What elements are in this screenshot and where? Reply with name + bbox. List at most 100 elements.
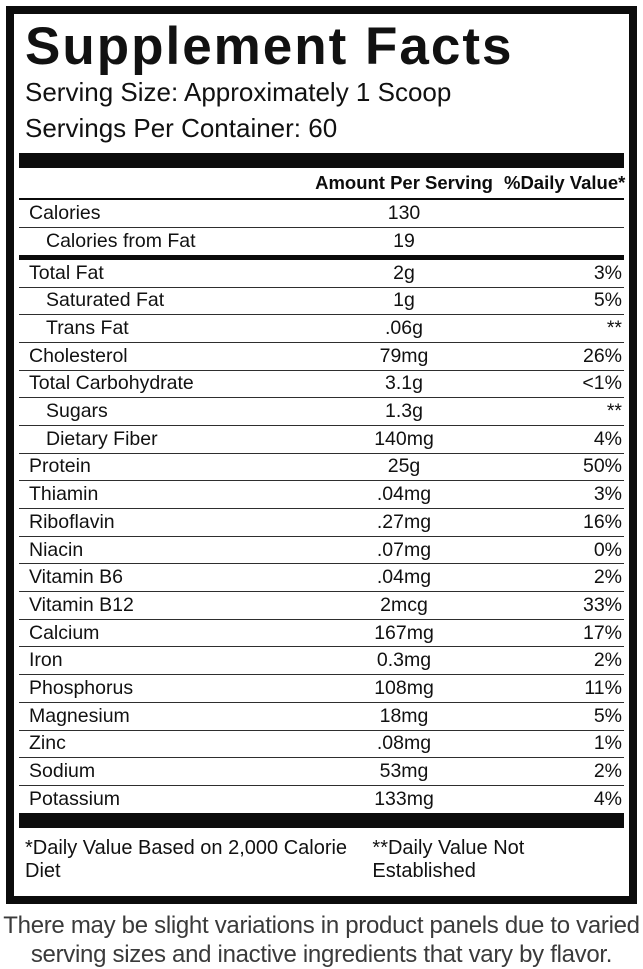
nutrient-label: Total Carbohydrate xyxy=(29,372,194,395)
table-row: Total Fat 2g 3% xyxy=(19,260,624,288)
daily-value: 11% xyxy=(584,676,622,699)
serving-size-text: Serving Size: Approximately 1 Scoop xyxy=(25,77,452,107)
disclaimer-line-1: There may be slight variations in produc… xyxy=(3,911,640,939)
table-row: Calories from Fat 19 xyxy=(19,228,624,260)
daily-value: 3% xyxy=(593,261,622,284)
nutrient-label: Trans Fat xyxy=(46,317,129,340)
amount-value: 130 xyxy=(387,202,421,225)
daily-value: 33% xyxy=(582,593,622,616)
nutrient-label: Calories from Fat xyxy=(46,229,196,252)
daily-value: ** xyxy=(606,317,622,340)
amount-value: .08mg xyxy=(376,732,432,755)
amount-value: .06g xyxy=(385,317,423,340)
daily-value: 2% xyxy=(593,566,622,589)
amount-value: 133mg xyxy=(374,787,434,810)
table-row: Magnesium 18mg 5% xyxy=(19,703,624,731)
table-row: Trans Fat .06g ** xyxy=(19,315,624,343)
table-row: Protein 25g 50% xyxy=(19,454,624,482)
daily-value: 5% xyxy=(593,704,622,727)
table-row: Thiamin .04mg 3% xyxy=(19,481,624,509)
table-row: Potassium 133mg 4% xyxy=(19,786,624,813)
nutrient-label: Protein xyxy=(29,455,91,478)
amount-value: .27mg xyxy=(376,510,432,533)
footnote-daily-value-basis: *Daily Value Based on 2,000 Calorie Diet xyxy=(25,836,348,882)
amount-value: 79mg xyxy=(379,344,429,367)
nutrient-label: Zinc xyxy=(29,732,66,755)
amount-value: 53mg xyxy=(379,760,429,783)
daily-value: <1% xyxy=(582,372,622,395)
nutrient-label: Sodium xyxy=(29,760,96,783)
table-row: Saturated Fat 1g 5% xyxy=(19,288,624,316)
amount-value: 2g xyxy=(393,261,415,284)
nutrient-label: Cholesterol xyxy=(29,344,128,367)
table-row: Niacin .07mg 0% xyxy=(19,537,624,565)
nutrient-label: Total Fat xyxy=(29,261,104,284)
servings-per-container-text: Servings Per Container: 60 xyxy=(25,112,338,143)
amount-value: 1g xyxy=(393,289,415,312)
nutrient-label: Vitamin B12 xyxy=(29,593,134,616)
table-row: Total Carbohydrate 3.1g <1% xyxy=(19,371,624,399)
daily-value: 0% xyxy=(593,538,622,561)
nutrient-label: Magnesium xyxy=(29,704,130,727)
footnote-not-established: **Daily Value Not Established xyxy=(372,836,525,882)
nutrient-label: Dietary Fiber xyxy=(46,427,158,450)
table-row: Vitamin B12 2mcg 33% xyxy=(19,592,624,620)
daily-value: 1% xyxy=(593,732,622,755)
table-row: Calories 130 xyxy=(19,200,624,229)
table-row: Zinc .08mg 1% xyxy=(19,731,624,759)
table-row: Sugars 1.3g ** xyxy=(19,398,624,426)
daily-value: 16% xyxy=(582,510,622,533)
nutrient-label: Saturated Fat xyxy=(46,289,165,312)
amount-value: 1.3g xyxy=(385,400,423,423)
footnotes-row: *Daily Value Based on 2,000 Calorie Diet… xyxy=(19,828,624,896)
nutrient-label: Calories xyxy=(29,202,101,225)
table-row: Phosphorus 108mg 11% xyxy=(19,675,624,703)
nutrient-label: Riboflavin xyxy=(29,510,115,533)
daily-value: 3% xyxy=(593,483,622,506)
daily-value: 26% xyxy=(582,344,622,367)
facts-rows: Calories 130 Calories from Fat 19 Total … xyxy=(19,200,624,812)
daily-value: 2% xyxy=(593,649,622,672)
table-row: Vitamin B6 .04mg 2% xyxy=(19,564,624,593)
nutrient-label: Niacin xyxy=(29,538,84,561)
supplement-label-page: Supplement Facts Serving Size: Approxima… xyxy=(3,6,640,968)
table-header-row: Amount Per Serving %Daily Value* xyxy=(19,168,625,201)
nutrient-label: Vitamin B6 xyxy=(29,566,123,589)
amount-value: 0.3mg xyxy=(376,649,432,672)
amount-value: 3.1g xyxy=(385,372,423,395)
table-row: Cholesterol 79mg 26% xyxy=(19,343,624,371)
daily-value: 17% xyxy=(582,621,622,644)
amount-value: 108mg xyxy=(374,676,434,699)
amount-value: .04mg xyxy=(376,566,432,589)
divider-bar-bottom xyxy=(19,812,624,828)
variation-disclaimer: There may be slight variations in produc… xyxy=(0,911,643,969)
table-row: Iron 0.3mg 2% xyxy=(19,647,624,676)
divider-bar-top xyxy=(19,153,624,169)
header-amount-per-serving: Amount Per Serving xyxy=(315,172,493,194)
amount-value: 19 xyxy=(393,229,415,252)
nutrient-label: Sugars xyxy=(46,400,108,423)
nutrient-label: Calcium xyxy=(29,621,100,644)
daily-value: 2% xyxy=(593,760,622,783)
daily-value: 5% xyxy=(593,289,622,312)
nutrient-label: Phosphorus xyxy=(29,676,134,699)
table-row: Calcium 167mg 17% xyxy=(19,620,624,648)
daily-value: 50% xyxy=(582,455,622,478)
panel-title: Supplement Facts xyxy=(25,17,514,76)
amount-value: 25g xyxy=(387,455,421,478)
daily-value: 4% xyxy=(593,427,622,450)
daily-value: ** xyxy=(606,400,622,423)
daily-value: 4% xyxy=(593,787,622,810)
amount-value: .07mg xyxy=(376,538,432,561)
supplement-facts-panel: Supplement Facts Serving Size: Approxima… xyxy=(6,6,637,904)
table-row: Riboflavin .27mg 16% xyxy=(19,509,624,537)
table-row: Sodium 53mg 2% xyxy=(19,758,624,786)
amount-value: 167mg xyxy=(374,621,434,644)
disclaimer-line-2: serving sizes and inactive ingredients t… xyxy=(30,940,613,968)
amount-value: 18mg xyxy=(379,704,429,727)
nutrient-label: Potassium xyxy=(29,787,121,810)
amount-value: 140mg xyxy=(374,427,434,450)
amount-value: .04mg xyxy=(376,483,432,506)
table-row: Dietary Fiber 140mg 4% xyxy=(19,426,624,454)
nutrient-label: Iron xyxy=(29,649,63,672)
